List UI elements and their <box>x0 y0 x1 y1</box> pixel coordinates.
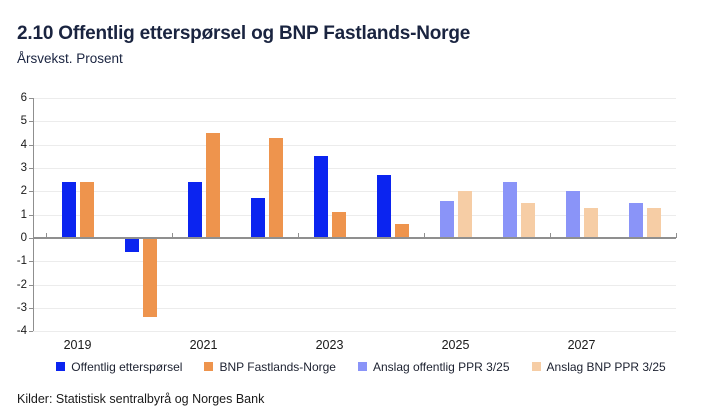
y-axis-tick <box>29 167 33 169</box>
legend-item: BNP Fastlands-Norge <box>204 360 336 374</box>
y-axis-label: -2 <box>16 278 27 291</box>
gridline <box>33 307 676 309</box>
bar-2025-offentlig <box>439 200 454 238</box>
y-axis-label: -1 <box>16 255 27 268</box>
bar-2023-offentlig <box>313 156 328 238</box>
legend-item: Anslag BNP PPR 3/25 <box>531 360 666 374</box>
bar-2020-bnp <box>142 237 157 318</box>
bar-2019-offentlig <box>61 181 76 238</box>
y-axis-label: 2 <box>20 185 27 198</box>
y-axis-line <box>33 98 34 332</box>
x-axis-tick <box>46 232 47 238</box>
y-axis-tick <box>29 307 33 309</box>
y-axis-tick <box>29 214 33 216</box>
y-axis-label: 3 <box>20 161 27 174</box>
chart-legend: Offentlig etterspørsel BNP Fastlands-Norg… <box>0 359 722 375</box>
legend-label: Anslag BNP PPR 3/25 <box>546 360 666 374</box>
bar-2021-offentlig <box>187 181 202 238</box>
bar-2027-offentlig <box>565 191 580 238</box>
x-axis-label: 2027 <box>567 338 596 353</box>
bar-2028-offentlig <box>628 202 643 238</box>
y-axis-label: 0 <box>20 231 27 244</box>
y-axis-label: 4 <box>20 138 27 151</box>
bar-2024-offentlig <box>376 174 391 238</box>
y-axis-label: 5 <box>20 115 27 128</box>
y-axis-tick <box>29 98 33 99</box>
x-axis-tick <box>424 232 425 238</box>
legend-swatch-icon <box>531 361 541 371</box>
gridline <box>33 121 676 123</box>
x-axis-tick <box>676 232 677 238</box>
legend-item: Offentlig etterspørsel <box>56 360 182 374</box>
y-axis-label: -4 <box>16 325 27 338</box>
y-axis-tick <box>29 237 33 239</box>
legend-swatch-icon <box>56 361 66 371</box>
chart-subtitle: Årsvekst. Prosent <box>17 51 123 66</box>
x-axis-label: 2019 <box>63 338 92 353</box>
x-axis-label: 2025 <box>441 338 470 353</box>
gridline <box>33 191 676 193</box>
x-axis-line <box>33 237 676 239</box>
bar-2021-bnp <box>205 132 220 238</box>
bar-2022-offentlig <box>250 198 265 238</box>
legend-swatch-icon <box>357 361 367 371</box>
legend-swatch-icon <box>204 361 214 371</box>
y-axis-label: 1 <box>20 208 27 221</box>
bar-2026-bnp <box>520 202 535 238</box>
legend-label: Offentlig etterspørsel <box>71 360 183 374</box>
y-axis-tick <box>29 191 33 193</box>
gridline <box>33 284 676 286</box>
y-axis-tick <box>29 284 33 286</box>
bar-2025-bnp <box>457 191 472 238</box>
legend-label: BNP Fastlands-Norge <box>219 360 336 374</box>
bar-2019-bnp <box>79 181 94 238</box>
x-axis-tick <box>550 232 551 238</box>
bar-2024-bnp <box>394 223 409 238</box>
y-axis-tick <box>29 121 33 123</box>
y-axis-tick <box>29 144 33 146</box>
y-axis-label: 6 <box>20 92 27 104</box>
chart-title: 2.10 Offentlig etterspørsel og BNP Fastl… <box>17 23 471 44</box>
bar-2027-bnp <box>583 207 598 238</box>
bar-2022-bnp <box>268 137 283 238</box>
y-axis-tick <box>29 331 33 333</box>
y-axis-tick <box>29 261 33 263</box>
x-axis-tick <box>172 232 173 238</box>
gridline <box>33 144 676 146</box>
x-axis-label: 2023 <box>315 338 344 353</box>
bar-2020-offentlig <box>124 237 139 252</box>
gridline <box>33 167 676 169</box>
legend-item: Anslag offentlig PPR 3/25 <box>357 360 510 374</box>
bar-2028-bnp <box>646 207 661 238</box>
source-note: Kilder: Statistisk sentralbyrå og Norges… <box>17 392 265 406</box>
gridline <box>33 331 676 333</box>
gridline <box>33 214 676 216</box>
legend-label: Anslag offentlig PPR 3/25 <box>372 360 510 374</box>
gridline <box>33 261 676 263</box>
bar-2023-bnp <box>331 212 346 238</box>
bar-2026-offentlig <box>502 181 517 238</box>
gridline <box>33 98 676 99</box>
x-axis-tick <box>298 232 299 238</box>
x-axis-label: 2021 <box>189 338 218 353</box>
y-axis-label: -3 <box>16 301 27 314</box>
